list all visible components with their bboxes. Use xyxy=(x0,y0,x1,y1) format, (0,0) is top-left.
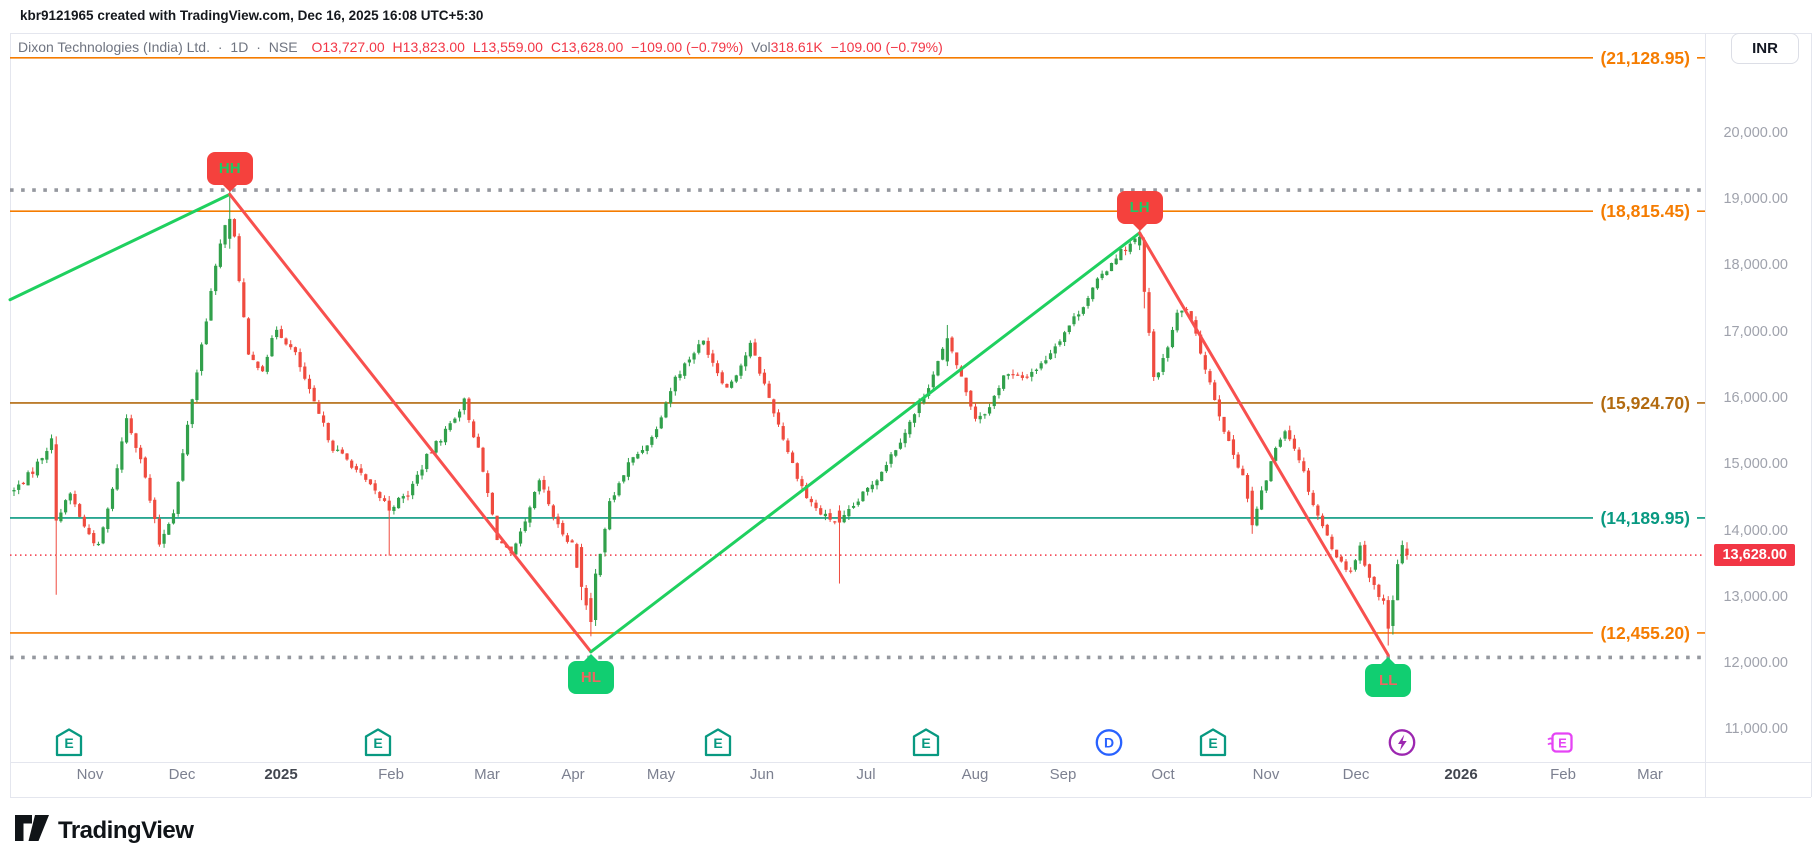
svg-text:E: E xyxy=(373,735,382,751)
price-axis-tick: 12,000.00 xyxy=(1723,655,1788,672)
earnings-icon[interactable]: E xyxy=(911,727,942,758)
tradingview-logo[interactable]: TradingView xyxy=(15,815,194,846)
zigzag-trend-line[interactable] xyxy=(8,192,232,302)
legend-separator: · xyxy=(217,39,223,55)
time-axis-label: Dec xyxy=(168,766,196,783)
price-scale-separator xyxy=(1705,33,1706,797)
earnings-icon[interactable]: E xyxy=(363,727,394,758)
time-axis-label: Feb xyxy=(1550,766,1576,783)
time-axis-label: Aug xyxy=(961,766,989,783)
low-value: 13,559.00 xyxy=(480,39,543,55)
time-axis-label: Apr xyxy=(561,766,585,783)
time-axis-label: Mar xyxy=(1637,766,1663,783)
price-axis-tick: 18,000.00 xyxy=(1723,257,1788,274)
estimated-earnings-icon[interactable]: E xyxy=(1546,727,1577,758)
swing-marker-lh[interactable]: LH xyxy=(1116,190,1163,224)
open-value: 13,727.00 xyxy=(322,39,385,55)
legend-separator: · xyxy=(256,39,261,55)
volume-label: Vol xyxy=(751,39,771,55)
time-axis-label: 2025 xyxy=(264,766,298,783)
time-axis-label: Jul xyxy=(856,766,876,783)
price-axis-tick: 17,000.00 xyxy=(1723,323,1788,340)
high-label: H xyxy=(392,39,403,55)
snapshot-watermark: kbr9121965 created with TradingView.com,… xyxy=(20,8,484,23)
price-axis-tick: 19,000.00 xyxy=(1723,191,1788,207)
svg-text:E: E xyxy=(64,735,73,751)
swing-marker-ll[interactable]: LL xyxy=(1365,664,1412,698)
price-axis-tick: 11,000.00 xyxy=(1724,721,1788,738)
timeframe-label: 1D xyxy=(230,39,249,55)
currency-button[interactable]: INR xyxy=(1731,33,1799,64)
price-level-label: (12,455.20) xyxy=(1593,620,1697,645)
frame-top xyxy=(10,33,1811,34)
svg-text:E: E xyxy=(1208,735,1217,751)
price-axis-tick: 15,000.00 xyxy=(1723,456,1788,473)
price-level-label: (18,815.45) xyxy=(1593,199,1697,224)
price-level-label: (15,924.70) xyxy=(1593,390,1697,415)
close-label: C xyxy=(550,39,561,55)
close-value: 13,628.00 xyxy=(560,39,624,55)
tradingview-logo-text: TradingView xyxy=(58,816,194,844)
swing-label-text: LH xyxy=(1129,198,1150,216)
svg-text:D: D xyxy=(1104,735,1114,751)
zigzag-trend-line[interactable] xyxy=(228,192,593,654)
earnings-icon[interactable]: E xyxy=(1198,727,1229,758)
time-axis-label: Nov xyxy=(1252,766,1280,783)
time-axis-label: 2026 xyxy=(1444,766,1478,783)
swing-label-text: HL xyxy=(580,668,601,686)
time-axis-label: Feb xyxy=(378,766,404,783)
price-level-label: (21,128.95) xyxy=(1593,45,1697,70)
frame-right xyxy=(1811,33,1812,797)
swing-label-text: LL xyxy=(1379,672,1398,690)
svg-text:E: E xyxy=(1558,736,1567,751)
swing-label-text: HH xyxy=(218,160,241,178)
frame-bottom xyxy=(10,797,1811,798)
time-axis-label: May xyxy=(646,766,676,783)
dividend-icon[interactable]: D xyxy=(1094,727,1125,758)
zigzag-trend-line[interactable] xyxy=(1138,231,1390,657)
symbol-title: Dixon Technologies (India) Ltd. xyxy=(18,39,210,55)
volume-value: 318.61K xyxy=(770,39,823,55)
earnings-icon[interactable]: E xyxy=(703,727,734,758)
open-label: O xyxy=(311,39,323,55)
high-value: 13,823.00 xyxy=(402,39,465,55)
tradingview-logo-icon xyxy=(15,815,49,846)
swing-marker-hl[interactable]: HL xyxy=(567,660,614,694)
price-axis-tick: 13,000.00 xyxy=(1723,588,1788,605)
swing-marker-hh[interactable]: HH xyxy=(206,152,253,186)
corporate-action-icon[interactable] xyxy=(1387,727,1418,758)
time-axis-label: Nov xyxy=(76,766,104,783)
time-scale-separator xyxy=(10,762,1811,763)
change-value: −109.00 (−0.79%) xyxy=(631,39,744,55)
time-axis-label: Dec xyxy=(1342,766,1370,783)
time-axis-label: Mar xyxy=(474,766,500,783)
earnings-icon[interactable]: E xyxy=(54,727,85,758)
low-label: L xyxy=(472,39,481,55)
price-axis-tick: 16,000.00 xyxy=(1723,389,1788,406)
exchange-label: NSE xyxy=(268,39,298,55)
time-axis-label: Sep xyxy=(1049,766,1077,783)
time-axis-label: Jun xyxy=(749,766,775,783)
price-level-label: (14,189.95) xyxy=(1593,505,1697,530)
svg-text:E: E xyxy=(921,735,930,751)
time-axis-label: Oct xyxy=(1151,766,1175,783)
last-price-badge: 13,628.00 xyxy=(1714,544,1795,567)
frame-left xyxy=(10,33,11,797)
price-axis-tick: 14,000.00 xyxy=(1723,522,1788,539)
price-axis-tick: 20,000.00 xyxy=(1723,124,1788,141)
candlestick-series xyxy=(12,189,1409,646)
svg-text:E: E xyxy=(713,735,722,751)
zigzag-trend-line[interactable] xyxy=(589,231,1142,654)
change-value-2: −109.00 (−0.79%) xyxy=(830,39,943,55)
symbol-legend[interactable]: Dixon Technologies (India) Ltd. · 1D · N… xyxy=(18,39,947,55)
